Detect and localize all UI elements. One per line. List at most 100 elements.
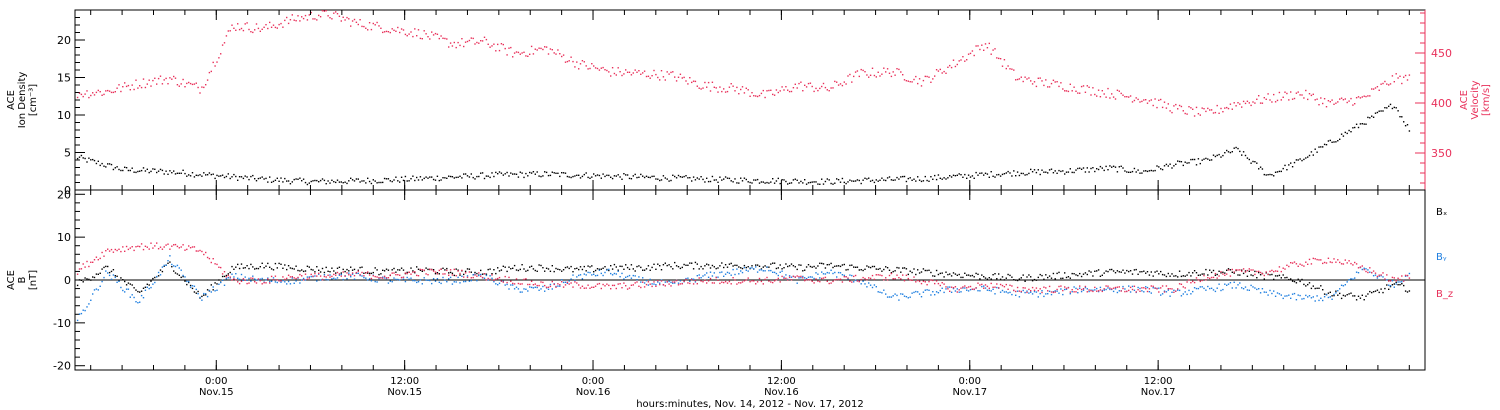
density-point bbox=[240, 176, 243, 178]
density-point bbox=[879, 179, 881, 181]
bx-point bbox=[338, 266, 341, 268]
bz-point bbox=[178, 247, 180, 249]
velocity-point bbox=[148, 79, 150, 81]
bz-point bbox=[1318, 259, 1320, 261]
bx-point bbox=[287, 265, 290, 267]
bx-point bbox=[148, 284, 150, 286]
by-point bbox=[367, 279, 369, 281]
by-point bbox=[265, 279, 267, 281]
bz-point bbox=[681, 283, 683, 285]
bx-point bbox=[282, 267, 284, 269]
density-point bbox=[898, 178, 900, 180]
velocity-point bbox=[1355, 97, 1358, 99]
density-point bbox=[1274, 171, 1277, 173]
density-point bbox=[1031, 171, 1034, 173]
bx-point bbox=[167, 262, 169, 264]
density-point bbox=[361, 180, 363, 182]
density-point bbox=[583, 173, 585, 176]
velocity-point bbox=[142, 78, 145, 80]
bx-point bbox=[286, 268, 288, 271]
bx-point bbox=[395, 271, 397, 273]
density-point bbox=[1161, 168, 1164, 171]
density-point bbox=[125, 167, 128, 169]
bz-point bbox=[1047, 290, 1049, 292]
bz-point bbox=[1382, 272, 1384, 274]
bz-point bbox=[587, 284, 589, 286]
bz-point bbox=[1177, 288, 1179, 290]
density-point bbox=[1058, 169, 1060, 172]
density-point bbox=[1026, 173, 1028, 176]
velocity-point bbox=[832, 87, 834, 89]
bx-point bbox=[687, 264, 689, 266]
bx-point bbox=[888, 269, 891, 271]
bx-point bbox=[553, 270, 555, 273]
bz-point bbox=[284, 278, 286, 281]
density-point bbox=[1327, 140, 1330, 142]
velocity-point bbox=[419, 37, 422, 40]
bx-point bbox=[350, 266, 352, 268]
bottom-left-tick-label: -10 bbox=[53, 317, 71, 330]
bx-point bbox=[1030, 276, 1032, 278]
by-point bbox=[958, 291, 960, 293]
by-point bbox=[1258, 288, 1260, 290]
bx-point bbox=[939, 272, 941, 275]
bx-point bbox=[180, 276, 182, 279]
bx-point bbox=[890, 272, 893, 274]
velocity-point bbox=[943, 70, 945, 73]
by-point bbox=[1299, 294, 1301, 297]
bz-point bbox=[952, 287, 955, 289]
velocity-point bbox=[794, 83, 796, 85]
velocity-point bbox=[1242, 100, 1245, 103]
density-point bbox=[1011, 175, 1013, 177]
velocity-point bbox=[1101, 90, 1103, 92]
density-point bbox=[839, 181, 842, 183]
density-point bbox=[159, 168, 162, 171]
top-right-tick-label: 350 bbox=[1431, 147, 1452, 160]
velocity-point bbox=[114, 91, 116, 93]
by-point bbox=[1393, 286, 1395, 288]
density-point bbox=[1033, 169, 1036, 171]
bz-point bbox=[532, 284, 535, 286]
bz-point bbox=[171, 245, 173, 247]
bx-point bbox=[770, 263, 772, 265]
bx-point bbox=[489, 268, 491, 270]
bz-point bbox=[1067, 287, 1070, 289]
bz-point bbox=[1354, 261, 1356, 264]
density-point bbox=[197, 174, 199, 177]
density-point bbox=[636, 176, 638, 179]
by-point bbox=[670, 281, 672, 284]
density-point bbox=[800, 180, 802, 183]
velocity-point bbox=[775, 89, 778, 91]
bx-point bbox=[82, 281, 84, 283]
bx-point bbox=[1160, 270, 1162, 273]
density-point bbox=[135, 171, 137, 174]
bx-point bbox=[1135, 268, 1137, 271]
velocity-point bbox=[1359, 97, 1362, 99]
density-point bbox=[525, 172, 527, 175]
bx-point bbox=[1222, 271, 1224, 273]
velocity-point bbox=[385, 30, 388, 33]
bz-point bbox=[184, 249, 186, 251]
bz-point bbox=[389, 274, 391, 276]
bz-point bbox=[1097, 290, 1100, 292]
density-point bbox=[700, 176, 702, 178]
bx-point bbox=[497, 267, 499, 269]
by-point bbox=[625, 276, 627, 278]
by-point bbox=[909, 296, 911, 298]
bx-point bbox=[1365, 295, 1367, 297]
velocity-point bbox=[1011, 68, 1013, 70]
density-point bbox=[365, 182, 367, 184]
density-point bbox=[824, 180, 827, 183]
x-tick-time-label: 0:00 bbox=[582, 376, 604, 387]
bz-point bbox=[351, 272, 354, 274]
velocity-point bbox=[610, 75, 612, 77]
density-point bbox=[969, 176, 972, 178]
density-point bbox=[1035, 171, 1038, 174]
bz-point bbox=[444, 273, 446, 275]
bx-point bbox=[120, 277, 122, 279]
bz-point bbox=[310, 273, 312, 276]
by-point bbox=[822, 273, 825, 275]
velocity-point bbox=[125, 85, 128, 88]
velocity-point bbox=[594, 67, 597, 69]
bx-point bbox=[596, 268, 599, 270]
